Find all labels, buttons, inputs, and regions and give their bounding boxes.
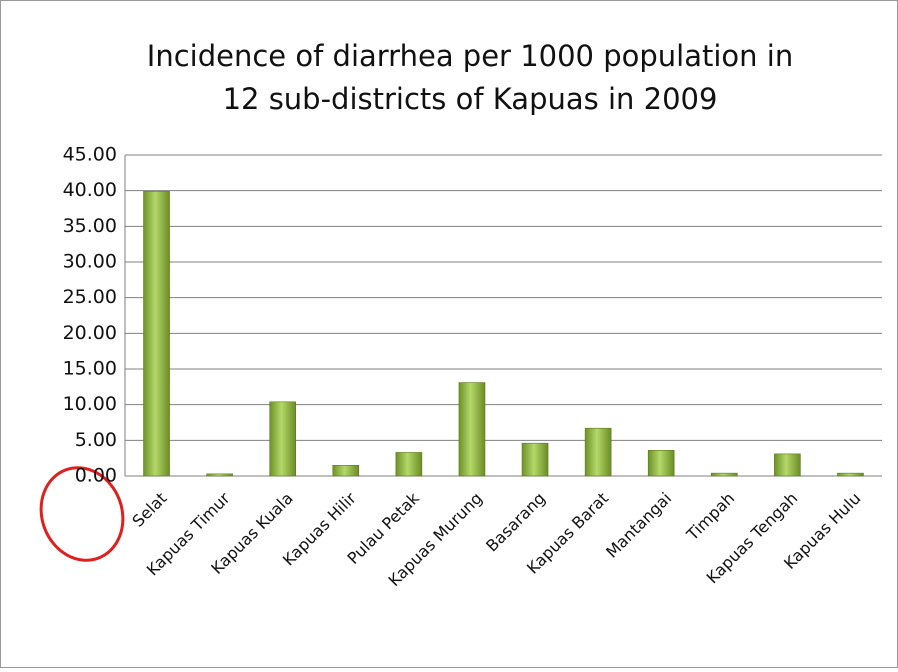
bar (837, 472, 864, 477)
bar (647, 450, 675, 477)
y-tick-label: 0.00 (75, 465, 117, 487)
y-tick-label: 15.00 (63, 358, 117, 380)
bar (584, 427, 612, 477)
y-tick-label: 45.00 (63, 144, 117, 166)
chart-title: 12 sub-districts of Kapuas in 2009 (223, 82, 718, 116)
y-tick-label: 20.00 (63, 322, 117, 344)
bar (774, 453, 801, 477)
bar (521, 442, 549, 477)
bar (458, 382, 486, 477)
bar (143, 191, 170, 477)
chart-title: Incidence of diarrhea per 1000 populatio… (147, 39, 793, 73)
y-tick-label: 30.00 (63, 251, 117, 273)
bar (332, 464, 360, 477)
y-tick-label: 35.00 (63, 215, 117, 237)
y-tick-label: 5.00 (75, 429, 117, 451)
bar (710, 472, 738, 477)
y-tick-label: 10.00 (63, 393, 117, 415)
y-tick-label: 40.00 (63, 179, 117, 201)
y-tick-label: 25.00 (63, 286, 117, 308)
bar (206, 473, 233, 477)
bar (395, 452, 423, 477)
highlight-circle (39, 466, 125, 562)
bar (269, 401, 297, 477)
